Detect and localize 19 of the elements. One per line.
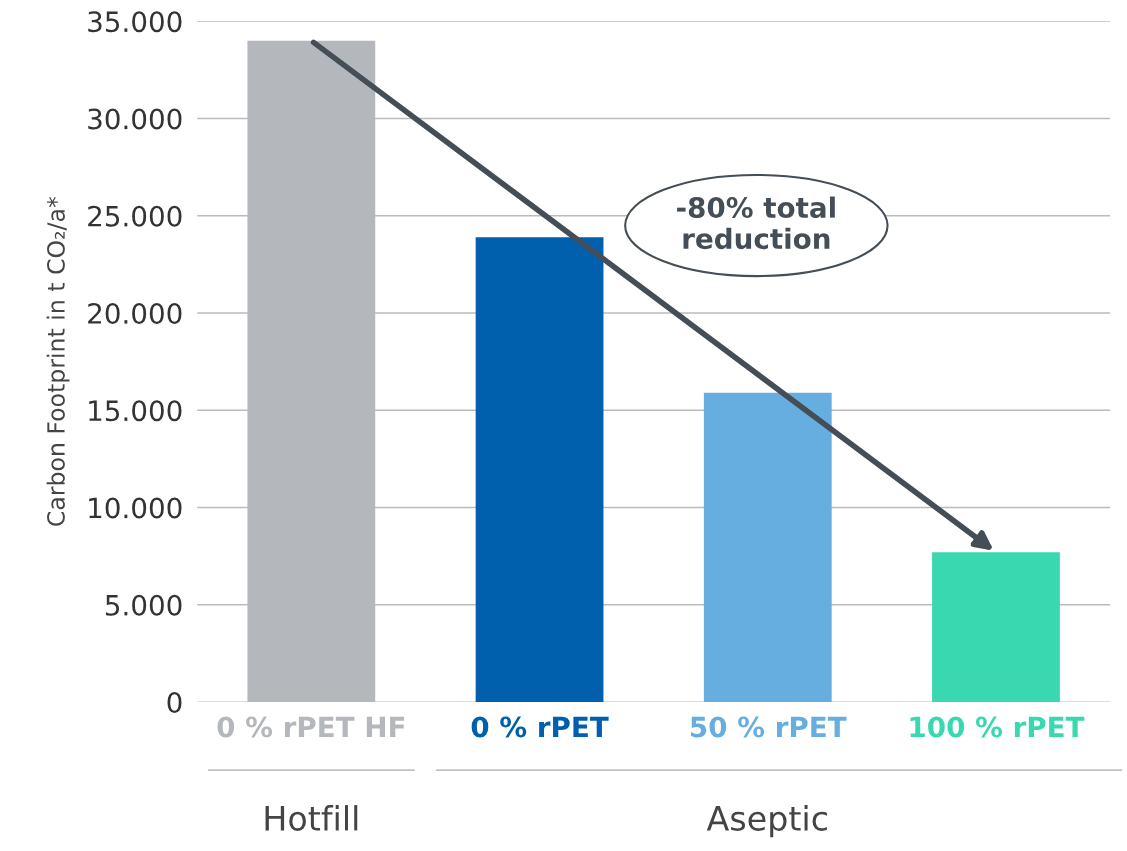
y-tick-label: 5.000 <box>105 594 182 616</box>
x-tick-label: 0 % rPET HF <box>217 716 405 738</box>
bar <box>703 392 832 703</box>
bar <box>475 237 604 703</box>
bar <box>932 552 1060 703</box>
x-tick-label: 50 % rPET <box>691 716 847 738</box>
y-tick-label: 25.000 <box>88 205 182 227</box>
x-tick-label: 0 % rPET <box>471 716 609 738</box>
y-tick-label: 35.000 <box>88 11 182 33</box>
y-tick-label: 20.000 <box>88 302 182 324</box>
y-tick-label: 0 <box>167 692 182 714</box>
y-tick-label: 30.000 <box>88 108 182 130</box>
y-axis-title: Carbon Footprint in t CO₂/a* <box>46 196 70 526</box>
x-tick-label: 100 % rPET <box>910 716 1085 738</box>
y-tick-label: 15.000 <box>89 400 182 422</box>
y-tick-label: 10.000 <box>89 497 182 519</box>
text: Hotfill <box>265 805 358 831</box>
annotation: -80% total reduction <box>677 196 835 250</box>
text: Aseptic <box>706 805 827 838</box>
